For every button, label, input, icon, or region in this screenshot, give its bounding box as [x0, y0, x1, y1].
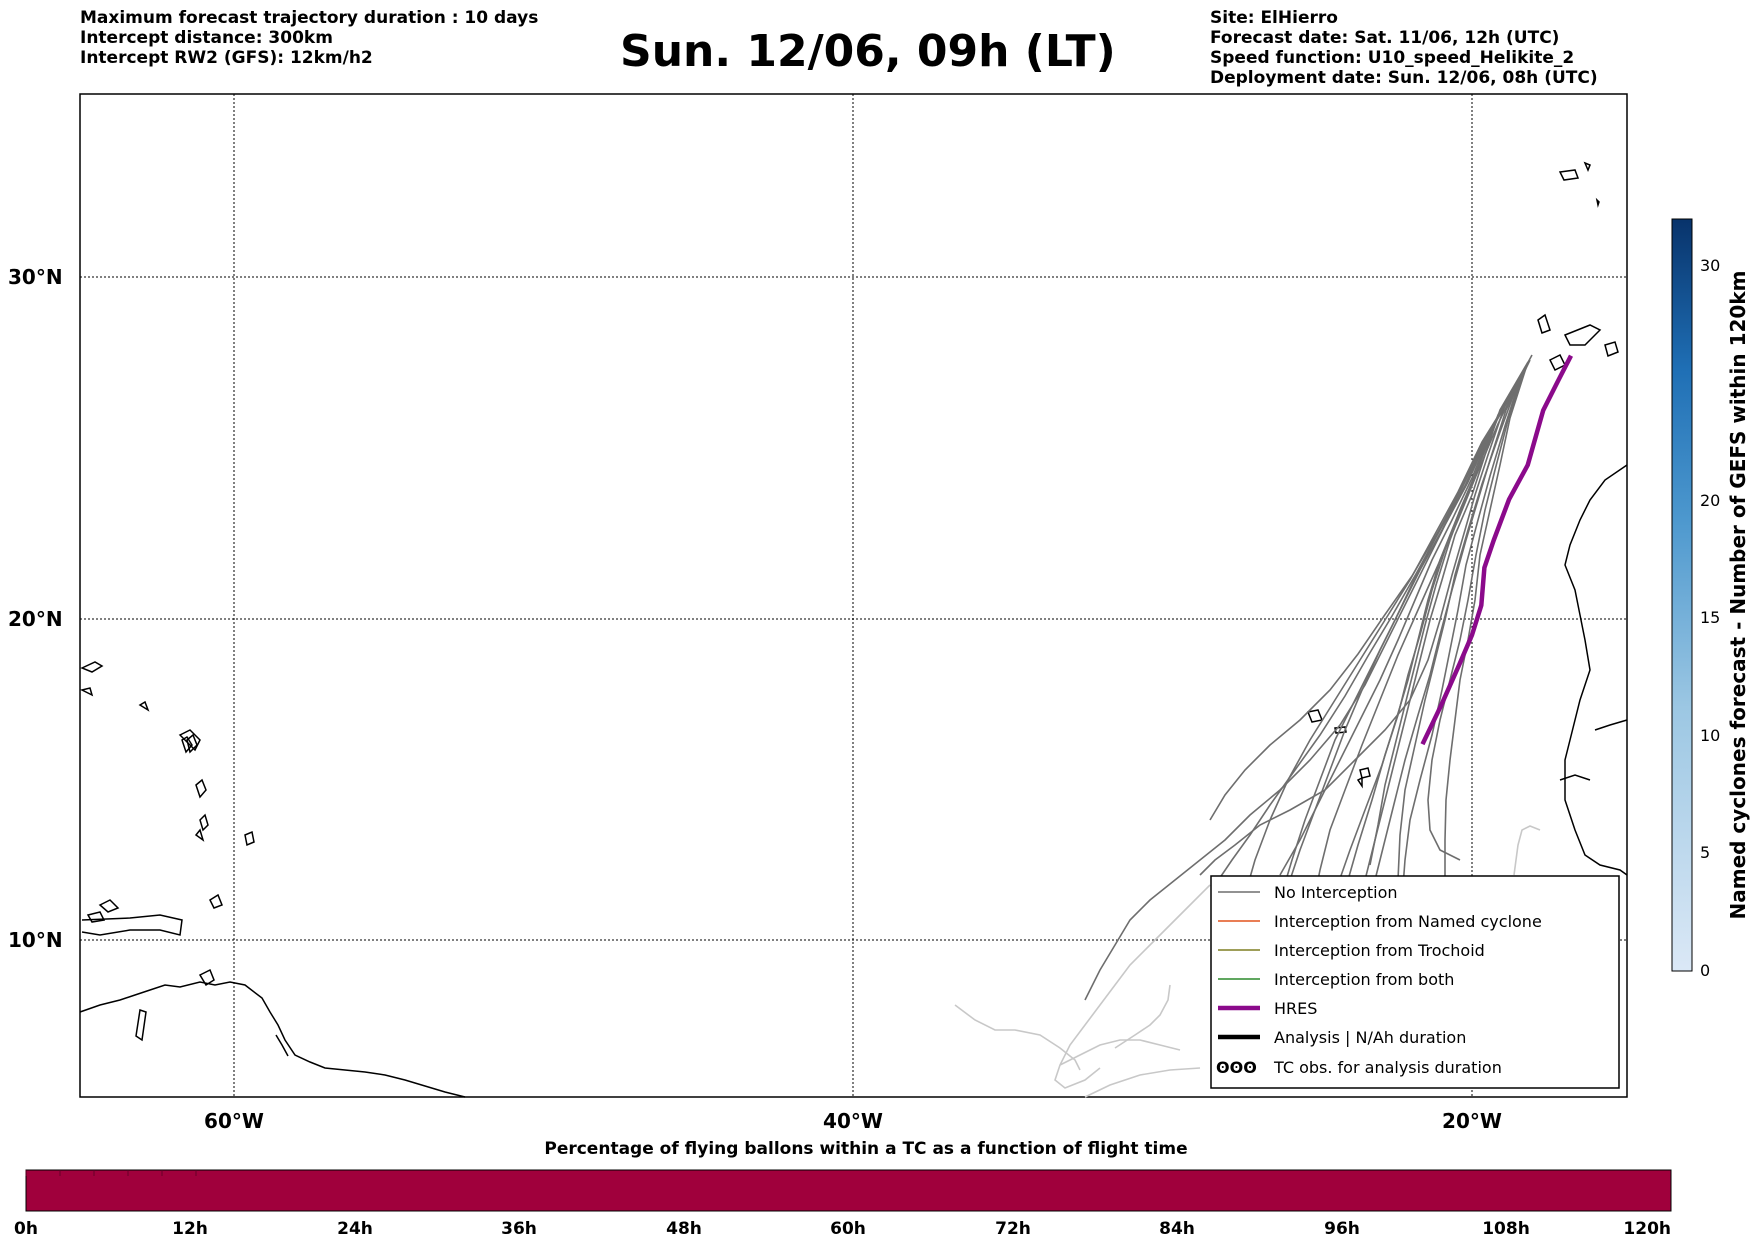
- island: [1595, 197, 1600, 208]
- island: [181, 735, 193, 754]
- lon-label: 40°W: [823, 1109, 883, 1133]
- timebar-tick-label: 108h: [1482, 1219, 1530, 1239]
- legend: No Interception Interception from Named …: [1210, 875, 1620, 1089]
- lon-label: 60°W: [204, 1109, 264, 1133]
- timebar-tick-label: 72h: [995, 1219, 1031, 1239]
- lat-label: 20°N: [8, 607, 63, 631]
- map-title: Sun. 12/06, 09h (LT): [620, 26, 1116, 77]
- header-right-line: Site: ElHierro: [1210, 8, 1338, 28]
- legend-label: Interception from both: [1274, 970, 1454, 989]
- colorbar-tick-label: 10: [1700, 726, 1720, 745]
- coastlines: [79, 161, 1628, 1098]
- island: [1558, 169, 1580, 181]
- lon-label: 20°W: [1442, 1109, 1502, 1133]
- lat-label: 30°N: [8, 265, 63, 289]
- header-info-right: Site: ElHierro Forecast date: Sat. 11/06…: [1210, 8, 1598, 88]
- island: [194, 828, 205, 842]
- lat-label: 10°N: [8, 928, 63, 952]
- island: [138, 700, 150, 712]
- colorbar: [1671, 218, 1693, 972]
- island: [244, 830, 255, 847]
- island: [80, 661, 104, 673]
- island: [1604, 341, 1619, 358]
- timebar-tick-label: 84h: [1159, 1219, 1195, 1239]
- trajectory: [1244, 391, 1514, 896]
- timebar: [25, 1169, 1672, 1212]
- trajectory: [1335, 374, 1523, 891]
- coast-trinidad: [198, 968, 215, 987]
- timebar-ticks: 0h 12h 24h 36h 48h 60h 72h 84h 96h 108h …: [14, 1219, 1671, 1239]
- timebar-title: Percentage of flying ballons within a TC…: [544, 1139, 1187, 1159]
- coast-gambia: [1594, 719, 1628, 731]
- island: [1356, 776, 1363, 789]
- legend-label: TC obs. for analysis duration: [1273, 1058, 1502, 1077]
- trajectory: [1427, 369, 1525, 861]
- legend-label: No Interception: [1274, 883, 1398, 902]
- island: [1583, 161, 1591, 172]
- header-left-line: Maximum forecast trajectory duration : 1…: [80, 8, 539, 28]
- faded-trajectories: [954, 825, 1541, 1098]
- hres-trajectory: [1420, 354, 1574, 746]
- header-right-line: Deployment date: Sun. 12/06, 08h (UTC): [1210, 68, 1598, 88]
- coast-senegal: [1559, 774, 1591, 781]
- coast-west-africa: [1564, 464, 1628, 876]
- colorbar-tick-label: 30: [1700, 256, 1720, 275]
- header-left-line: Intercept RW2 (GFS): 12km/h2: [80, 48, 373, 68]
- header-right-line: Speed function: U10_speed_Helikite_2: [1210, 48, 1575, 68]
- tc-obs-icon: ʘʘʘ: [1216, 1058, 1257, 1077]
- legend-label: Analysis | N/Ah duration: [1274, 1028, 1466, 1047]
- timebar-tick-label: 36h: [501, 1219, 537, 1239]
- legend-label: Interception from Named cyclone: [1274, 912, 1542, 931]
- island: [1563, 324, 1602, 346]
- faded-trajectory: [1054, 884, 1211, 1089]
- island: [1537, 313, 1551, 334]
- trajectory: [1214, 383, 1518, 886]
- trajectory: [1279, 377, 1521, 876]
- faded-trajectory: [1059, 1039, 1181, 1066]
- trajectory: [1313, 371, 1524, 901]
- colorbar-tick-label: 15: [1700, 608, 1720, 627]
- timebar-tick-label: 96h: [1324, 1219, 1360, 1239]
- timebar-tick-label: 0h: [14, 1219, 38, 1239]
- header-right-line: Forecast date: Sat. 11/06, 12h (UTC): [1210, 28, 1560, 48]
- faded-trajectory: [1513, 825, 1541, 876]
- coast-venezuela-islands: [81, 914, 183, 936]
- legend-box: [1210, 875, 1620, 1089]
- coast-orinoco: [275, 1034, 289, 1057]
- colorbar-ticks: 0 5 10 15 20 30: [1700, 256, 1720, 980]
- legend-label: Interception from Trochoid: [1274, 941, 1485, 960]
- timebar-tick-label: 120h: [1623, 1219, 1671, 1239]
- header-info-left: Maximum forecast trajectory duration : 1…: [80, 8, 538, 68]
- island: [199, 813, 209, 832]
- trajectory: [1397, 379, 1520, 881]
- coast-south-america: [79, 981, 466, 1098]
- colorbar-tick-label: 5: [1700, 843, 1710, 862]
- legend-label: HRES: [1274, 999, 1317, 1018]
- faded-trajectory: [1084, 1067, 1201, 1098]
- colorbar-label: Named cyclones forecast - Number of GEFS…: [1726, 271, 1750, 920]
- timebar-tick-label: 60h: [830, 1219, 866, 1239]
- island: [135, 1009, 147, 1042]
- island: [209, 893, 223, 909]
- island: [79, 687, 94, 697]
- timebar-tick-label: 12h: [172, 1219, 208, 1239]
- island: [1359, 767, 1371, 779]
- colorbar-tick-label: 0: [1700, 961, 1710, 980]
- trajectory: [1209, 387, 1516, 821]
- timebar-tick-label: 24h: [337, 1219, 373, 1239]
- trajectory: [1401, 375, 1522, 901]
- timebar-tick-label: 48h: [666, 1219, 702, 1239]
- faded-trajectory: [1114, 984, 1171, 1049]
- timebar-hour-ticks: [25, 1170, 197, 1176]
- island: [98, 899, 120, 913]
- colorbar-tick-label: 20: [1700, 491, 1720, 510]
- header-left-line: Intercept distance: 300km: [80, 28, 333, 48]
- island: [195, 778, 207, 799]
- island: [178, 729, 201, 752]
